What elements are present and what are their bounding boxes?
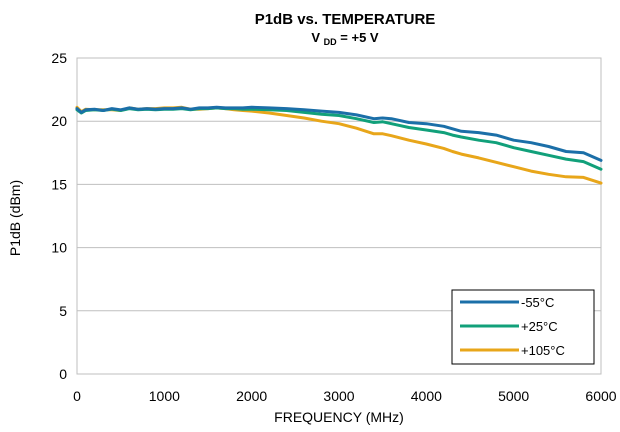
legend-label: +25°C bbox=[521, 319, 558, 334]
subtitle-suffix: = +5 V bbox=[340, 30, 379, 45]
series-group bbox=[75, 105, 603, 185]
series-line-25C bbox=[75, 106, 603, 171]
subtitle-prefix: V bbox=[311, 30, 320, 45]
x-tick-label: 4000 bbox=[411, 388, 442, 404]
y-tick-labels: 0 5 10 15 20 25 bbox=[51, 50, 67, 382]
y-tick-label: 10 bbox=[51, 240, 67, 256]
y-tick-label: 20 bbox=[51, 113, 67, 129]
x-tick-label: 5000 bbox=[498, 388, 529, 404]
x-tick-label: 2000 bbox=[236, 388, 267, 404]
y-tick-label: 25 bbox=[51, 50, 67, 66]
chart-subtitle: V DD = +5 V bbox=[311, 30, 379, 48]
legend-label: -55°C bbox=[521, 295, 554, 310]
legend: -55°C +25°C +105°C bbox=[451, 289, 595, 365]
chart-title: P1dB vs. TEMPERATURE bbox=[255, 11, 436, 28]
subtitle-subscript: DD bbox=[324, 37, 337, 47]
y-tick-label: 15 bbox=[51, 176, 67, 192]
y-tick-label: 0 bbox=[59, 366, 67, 382]
x-tick-label: 3000 bbox=[323, 388, 354, 404]
series-line-105C bbox=[75, 105, 603, 185]
series-line-55C bbox=[75, 105, 603, 162]
x-axis-label: FREQUENCY (MHz) bbox=[274, 409, 404, 425]
legend-label: +105°C bbox=[521, 343, 565, 358]
x-tick-labels: 0 1000 2000 3000 4000 5000 6000 bbox=[73, 388, 617, 404]
plot-area-border bbox=[76, 57, 602, 375]
x-tick-label: 0 bbox=[73, 388, 81, 404]
x-tick-label: 6000 bbox=[585, 388, 616, 404]
y-tick-label: 5 bbox=[59, 303, 67, 319]
y-axis-label: P1dB (dBm) bbox=[7, 180, 23, 256]
x-tick-label: 1000 bbox=[149, 388, 180, 404]
